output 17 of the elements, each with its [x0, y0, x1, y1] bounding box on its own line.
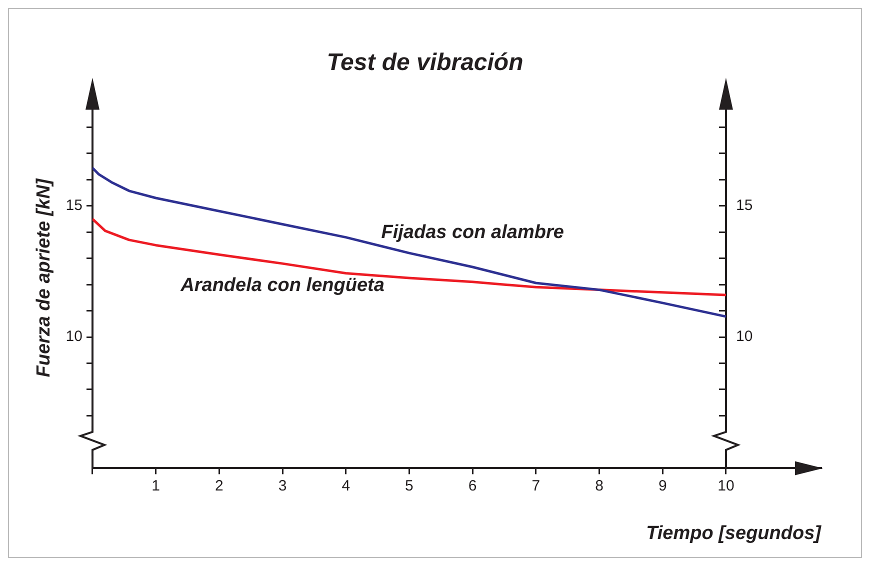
- chart-title: Test de vibración: [326, 49, 524, 76]
- x-tick-label: 5: [405, 477, 414, 494]
- y-axis-title: Fuerza de apriete [kN]: [34, 178, 55, 378]
- x-tick-label: 6: [468, 477, 477, 494]
- x-axis-title: Tiempo [segundos]: [646, 522, 822, 544]
- x-tick-label: 4: [342, 477, 350, 494]
- x-tick-label: 8: [595, 477, 604, 494]
- x-tick-label: 3: [278, 477, 287, 494]
- x-tick-label: 10: [718, 477, 734, 494]
- y2-tick-label: 15: [736, 196, 753, 214]
- x-tick-label: 9: [658, 477, 667, 494]
- series-label: Arandela con lengüeta: [180, 274, 385, 296]
- x-tick-label: 2: [215, 477, 224, 494]
- x-tick-label: 1: [152, 477, 160, 494]
- x-tick-label: 7: [532, 477, 540, 494]
- series-label: Fijadas con alambre: [381, 222, 564, 244]
- y2-tick-label: 10: [736, 328, 753, 346]
